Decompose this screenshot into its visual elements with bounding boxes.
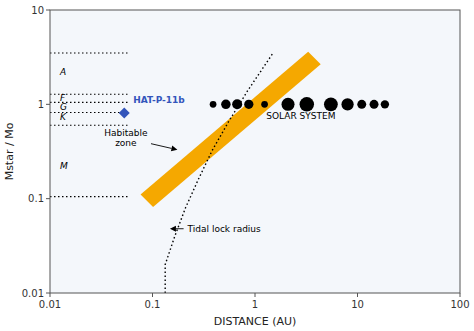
star-type-label: F (60, 93, 66, 103)
star-type-label: M (60, 161, 68, 171)
annotation: SOLAR SYSTEM (266, 111, 335, 121)
annotation-arrow (176, 228, 184, 229)
planet-point (341, 98, 353, 110)
y-tick-label: 0.01 (22, 288, 44, 299)
x-tick-label: 10 (351, 299, 364, 310)
x-tick (357, 293, 358, 297)
boundary-line (50, 196, 130, 197)
boundary-line (50, 125, 130, 126)
habitable-zone (141, 52, 321, 207)
y-tick (46, 198, 50, 199)
planet-point (357, 100, 366, 109)
x-tick-label: 1 (252, 299, 258, 310)
planet-point (210, 101, 217, 108)
planet-point (221, 100, 230, 109)
annotation: HAT-P-11b (133, 95, 185, 105)
x-tick (460, 293, 461, 297)
y-tick (46, 104, 50, 105)
annotation-arrowhead (171, 145, 178, 151)
annotation-arrowhead (170, 226, 176, 232)
planet-point (261, 101, 268, 108)
x-tick (152, 293, 153, 297)
plot-marks (50, 52, 389, 293)
star-type-label: A (59, 67, 66, 77)
planet-point (324, 97, 338, 111)
planet-point (282, 98, 295, 111)
plot-frame (50, 10, 460, 293)
annotation: Tidal lock radius (187, 224, 261, 234)
y-tick (46, 293, 50, 294)
annotation: Habitablezone (104, 128, 148, 148)
planet-point (119, 107, 130, 118)
star-type-label: G (60, 102, 67, 112)
x-tick-label: 100 (450, 299, 469, 310)
tidal-lock-line (165, 53, 273, 293)
x-tick-label: 0.01 (39, 299, 61, 310)
y-axis-label: Mstar / Mo (3, 122, 16, 180)
annotation-arrow (151, 144, 172, 149)
x-tick (50, 293, 51, 297)
x-tick-label: 0.1 (145, 299, 161, 310)
y-tick-label: 1 (38, 99, 44, 110)
plot-area (50, 10, 460, 293)
y-tick (46, 10, 50, 11)
star-type-label: K (60, 112, 67, 122)
planet-point (244, 100, 253, 109)
planet-point (300, 97, 314, 111)
planet-point (370, 100, 379, 109)
x-axis-label: DISTANCE (AU) (214, 315, 297, 328)
x-tick (255, 293, 256, 297)
planet-point (381, 100, 389, 108)
y-tick-label: 10 (31, 5, 44, 16)
y-tick-label: 0.1 (28, 193, 44, 204)
chart: 0.01 0.1 1 10 100 0.01 0.1 1 10 DISTANCE (AU) Msta… (0, 0, 474, 331)
boundary-line (50, 52, 130, 53)
